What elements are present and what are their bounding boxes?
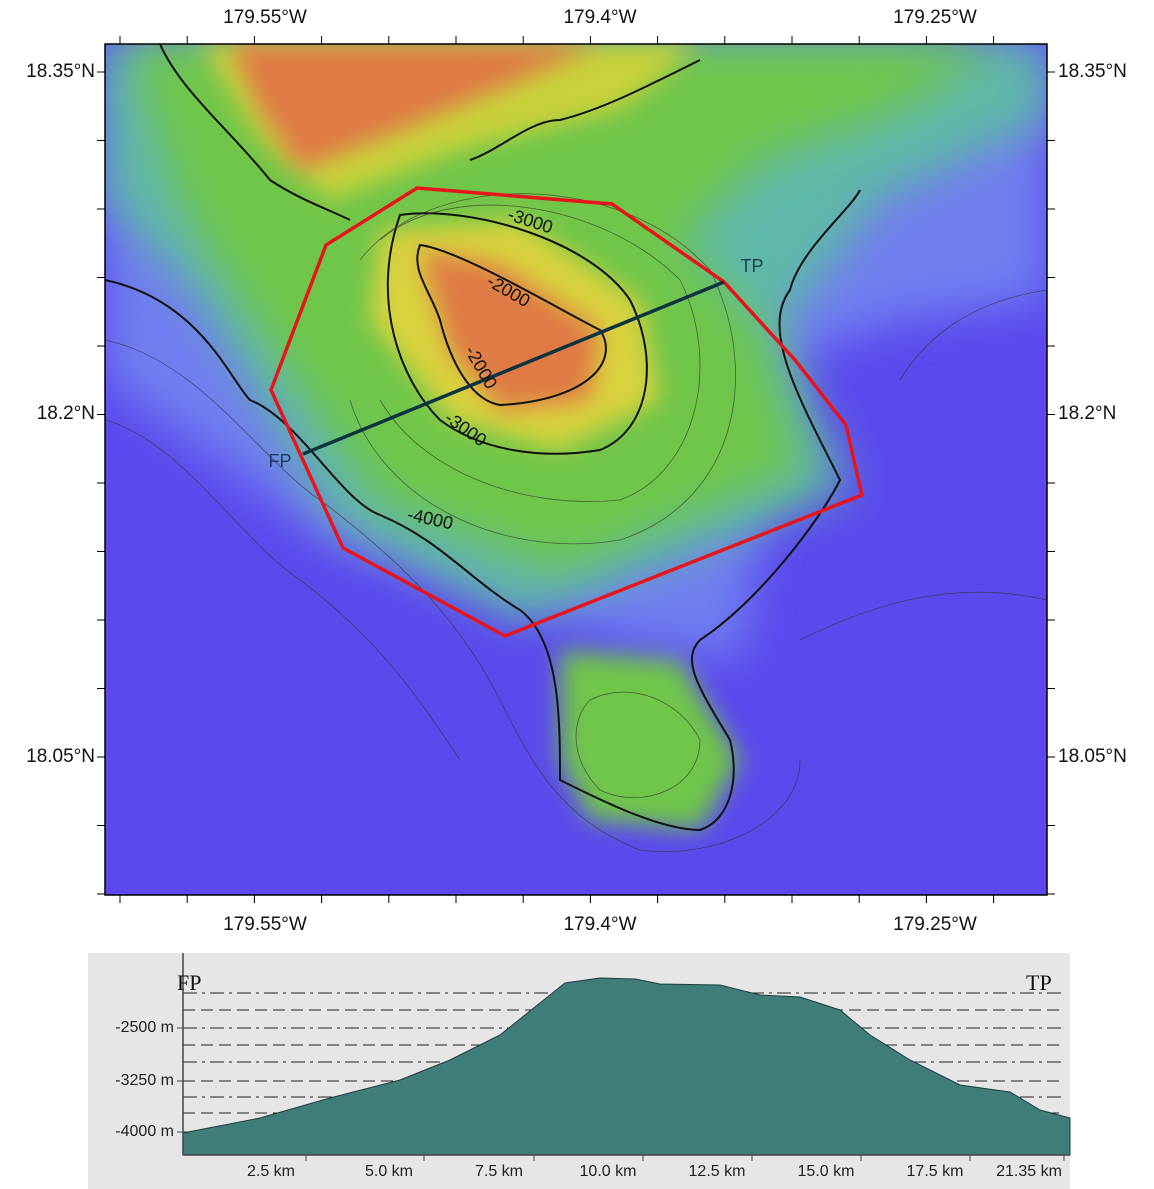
bathymetry — [105, 44, 1047, 895]
profile-x-label: 17.5 km — [907, 1163, 964, 1180]
elevation-profile — [182, 977, 1071, 1156]
ridge-peak — [230, 44, 600, 170]
minor-contours — [105, 193, 1047, 852]
bottom-lon-label: 179.55°W — [223, 914, 307, 935]
right-lat-label: 18.35°N — [1058, 61, 1127, 82]
left-lat-label: 18.35°N — [26, 61, 95, 82]
profile-y-label: -4000 m — [115, 1123, 174, 1140]
south-cone — [560, 650, 740, 830]
profile-end-label: TP — [740, 256, 763, 276]
contour-3000 — [386, 212, 648, 455]
profile-x-label: 5.0 km — [365, 1163, 413, 1180]
right-lat-label: 18.2°N — [1058, 403, 1116, 424]
profile-x-label: 21.35 km — [996, 1163, 1062, 1180]
frame-ticks — [97, 36, 1055, 903]
contour-4000 — [105, 189, 861, 832]
top-lon-label: 179.55°W — [223, 7, 307, 28]
bottom-lon-label: 179.25°W — [893, 914, 977, 935]
left-lat-label: 18.05°N — [26, 746, 95, 767]
right-lat-label: 18.05°N — [1058, 746, 1127, 767]
profile-end: TP — [1026, 970, 1052, 995]
profile-start: FP — [177, 970, 201, 995]
profile-x-label: 12.5 km — [689, 1163, 746, 1180]
profile-start-label: FP — [268, 451, 291, 471]
profile-y-label: -2500 m — [115, 1019, 174, 1036]
profile-x-label: 7.5 km — [475, 1163, 523, 1180]
top-lon-label: 179.4°W — [563, 7, 636, 28]
profile-x-label: 15.0 km — [798, 1163, 855, 1180]
bottom-lon-label: 179.4°W — [563, 914, 636, 935]
contour-upper — [159, 44, 701, 221]
left-lat-label: 18.2°N — [37, 403, 95, 424]
seamount-peak — [420, 250, 600, 410]
contour-2000 — [416, 243, 607, 407]
profile-x-label: 10.0 km — [580, 1163, 637, 1180]
contours — [105, 44, 861, 832]
profile-labels: -2500 m -3250 m -4000 m 2.5 km 5.0 km 7.5 km 1… — [115, 1019, 1065, 1180]
profile-x-label: 2.5 km — [247, 1163, 295, 1180]
profile-y-label: -3250 m — [115, 1072, 174, 1089]
profile-line — [302, 280, 725, 456]
map-frame — [104, 43, 1048, 896]
survey-boundary — [269, 186, 865, 638]
top-lon-label: 179.25°W — [893, 7, 977, 28]
